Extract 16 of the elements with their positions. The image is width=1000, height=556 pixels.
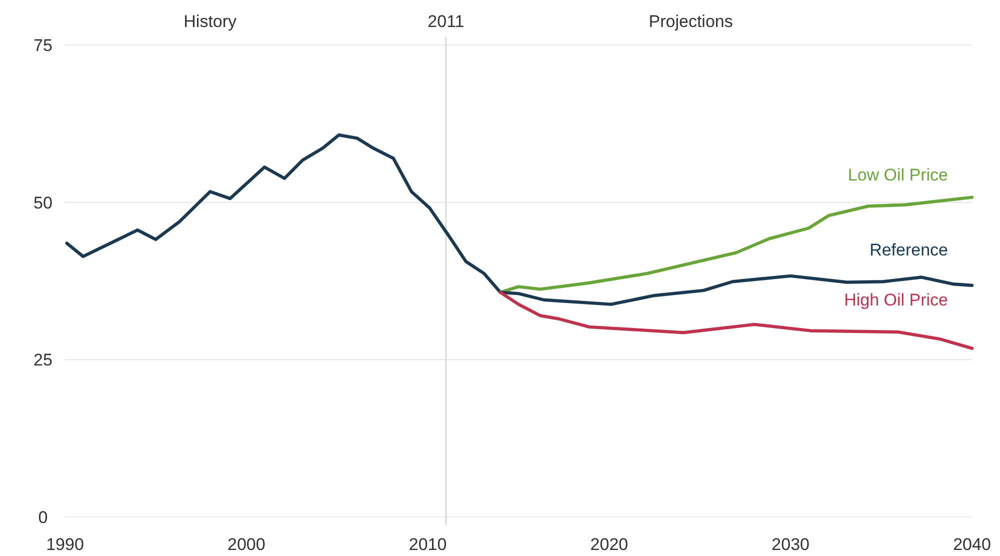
ref-line-label: 2011 — [428, 12, 464, 31]
x-tick-label: 2040 — [953, 535, 991, 554]
y-tick-label: 0 — [38, 508, 48, 527]
x-tick-label: 2000 — [227, 535, 266, 554]
x-tick-label: 2020 — [590, 535, 628, 554]
x-tick-label: 2010 — [408, 535, 447, 554]
text: Projections — [648, 12, 733, 31]
text: History — [184, 12, 238, 31]
y-tick-label: 50 — [34, 193, 52, 212]
x-tick-label: 1990 — [46, 535, 84, 554]
series-label: High Oil Price — [844, 290, 948, 310]
y-tick-label: 75 — [34, 36, 52, 55]
y-tick-label: 25 — [34, 350, 52, 370]
series-label: Low Oil Price — [848, 165, 948, 184]
series-label: Reference — [870, 240, 948, 260]
x-tick-label: 2030 — [772, 535, 810, 554]
